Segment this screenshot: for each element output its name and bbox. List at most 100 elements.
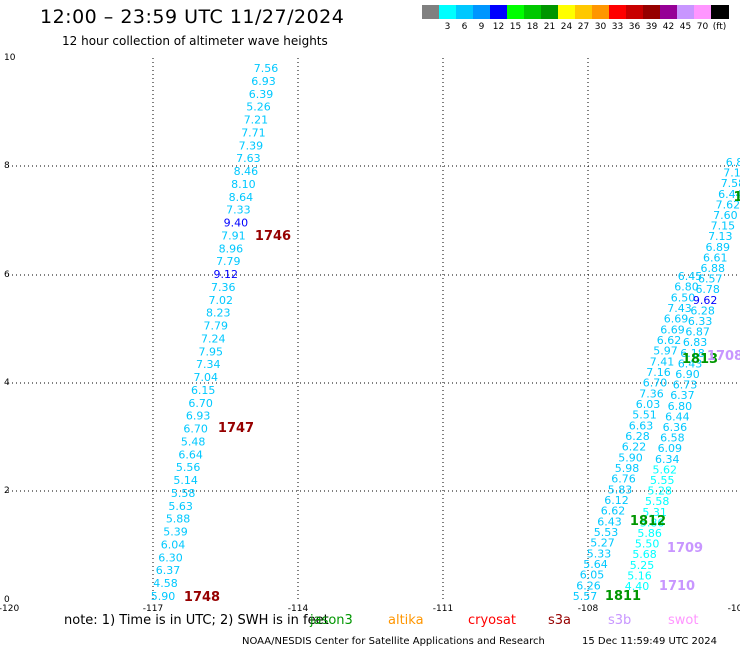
wave-height-value: 6.70 (188, 397, 213, 410)
wave-height-value: 6.62 (657, 334, 682, 347)
legend-swatch (422, 5, 440, 19)
wave-height-value: 9.62 (693, 294, 718, 307)
wave-height-value: 6.70 (643, 377, 668, 390)
wave-height-value: 8.10 (231, 178, 256, 191)
wave-height-value: 6.73 (673, 379, 698, 392)
wave-height-value: 7.24 (201, 332, 226, 345)
legend-label: 18 (526, 22, 539, 32)
pass-time-label: 1748 (184, 590, 220, 605)
credit-text: NOAA/NESDIS Center for Satellite Applica… (242, 636, 545, 647)
wave-height-value: 6.22 (622, 441, 647, 454)
wave-height-value: 7.79 (216, 255, 241, 268)
legend-label: 21 (543, 22, 556, 32)
legend-label: 36 (628, 22, 641, 32)
y-tick-label: 8 (4, 161, 10, 171)
legend-label: 24 (560, 22, 573, 32)
wave-height-value: 6.61 (703, 251, 728, 264)
pass-time-label: 1 (733, 190, 740, 205)
wave-height-value: 6.15 (191, 384, 216, 397)
wave-height-value: 4.58 (153, 577, 178, 590)
legend-swatch (558, 5, 576, 19)
wave-height-value: 5.86 (637, 527, 662, 540)
x-tick-label: -114 (288, 604, 309, 614)
legend-label: 3 (444, 22, 451, 32)
pass-time-label: 1812 (630, 514, 666, 529)
legend-label: 33 (611, 22, 624, 32)
legend-label: (ft) (712, 22, 727, 32)
wave-height-value: 6.04 (161, 538, 186, 551)
mission-label: altika (388, 613, 424, 628)
legend-label: 42 (662, 22, 675, 32)
wave-height-value: 5.51 (632, 409, 657, 422)
pass-time-label: 1709 (667, 541, 703, 556)
x-tick-label: -108 (578, 604, 599, 614)
wave-height-value: 7.33 (226, 204, 251, 217)
wave-height-value: 6.44 (665, 410, 690, 423)
legend-label: 27 (577, 22, 590, 32)
wave-height-value: 7.95 (198, 345, 223, 358)
wave-height-value: 6.45 (678, 270, 703, 283)
wave-height-value: 6.64 (178, 448, 203, 461)
mission-label: swot (668, 613, 699, 628)
wave-height-value: 6.30 (158, 551, 183, 564)
wave-height-value: 6.63 (629, 419, 654, 432)
wave-height-value: 7.39 (239, 139, 264, 152)
wave-height-value: 6.93 (186, 410, 211, 423)
wave-height-value: 6.89 (706, 241, 731, 254)
wave-height-value: 6.87 (685, 326, 710, 339)
wave-height-value: 6.05 (580, 569, 605, 582)
wave-height-value: 5.63 (168, 500, 193, 513)
wave-height-value: 5.90 (618, 451, 643, 464)
wave-height-value: 6.12 (604, 494, 629, 507)
wave-height-value: 7.10 (723, 167, 740, 180)
legend-swatch (507, 5, 525, 19)
wave-height-value: 6.44 (718, 188, 740, 201)
wave-height-value: 7.02 (209, 294, 234, 307)
wave-height-value: 4.40 (625, 580, 650, 593)
x-tick-label: -111 (433, 604, 453, 614)
wave-height-value: 7.91 (221, 229, 246, 242)
wave-height-value: 5.55 (650, 474, 675, 487)
wave-height-value: 7.34 (196, 358, 221, 371)
map-subtitle: 12 hour collection of altimeter wave hei… (62, 34, 328, 48)
wave-height-value: 7.56 (254, 62, 279, 75)
wave-height-value: 5.26 (246, 101, 271, 114)
wave-height-value: 5.53 (594, 526, 619, 539)
wave-height-value: 9.40 (224, 217, 249, 230)
wave-height-value: 6.83 (683, 336, 708, 349)
wave-height-value: 6.37 (670, 389, 695, 402)
legend-swatch (439, 5, 457, 19)
wave-height-value: 6.09 (658, 442, 683, 455)
wave-height-value: 6.57 (698, 273, 723, 286)
x-tick-label: -117 (143, 604, 163, 614)
wave-height-value: 7.62 (716, 198, 740, 211)
wave-height-value: 7.21 (244, 114, 269, 127)
wave-height-value: 7.60 (713, 209, 738, 222)
wave-height-value: 6.70 (183, 423, 208, 436)
wave-height-value: 6.39 (249, 88, 274, 101)
legend-label: 30 (594, 22, 607, 32)
legend-swatch (456, 5, 474, 19)
legend-swatch (575, 5, 593, 19)
legend-swatch (711, 5, 729, 19)
y-tick-label: 2 (4, 486, 10, 496)
legend-label: 15 (509, 22, 522, 32)
wave-height-value: 5.31 (642, 506, 667, 519)
mission-label: cryosat (468, 613, 516, 628)
wave-height-value: 6.03 (636, 398, 661, 411)
mission-label: s3b (608, 613, 632, 628)
legend-swatch (473, 5, 491, 19)
wave-height-value: 5.58 (645, 495, 670, 508)
legend-swatch (609, 5, 627, 19)
legend-label: 6 (461, 22, 468, 32)
wave-height-value: 6.33 (688, 315, 713, 328)
y-tick-label: 6 (4, 270, 10, 280)
wave-height-value: 6.36 (663, 421, 688, 434)
wave-height-value: 6.28 (625, 430, 650, 443)
wave-height-value: 6.50 (671, 291, 696, 304)
wave-height-value: 5.48 (181, 435, 206, 448)
wave-height-value: 5.88 (166, 513, 191, 526)
wave-height-value: 8.46 (234, 165, 259, 178)
wave-height-value: 7.58 (721, 177, 740, 190)
map-title: 12:00 – 23:59 UTC 11/27/2024 (40, 6, 345, 28)
